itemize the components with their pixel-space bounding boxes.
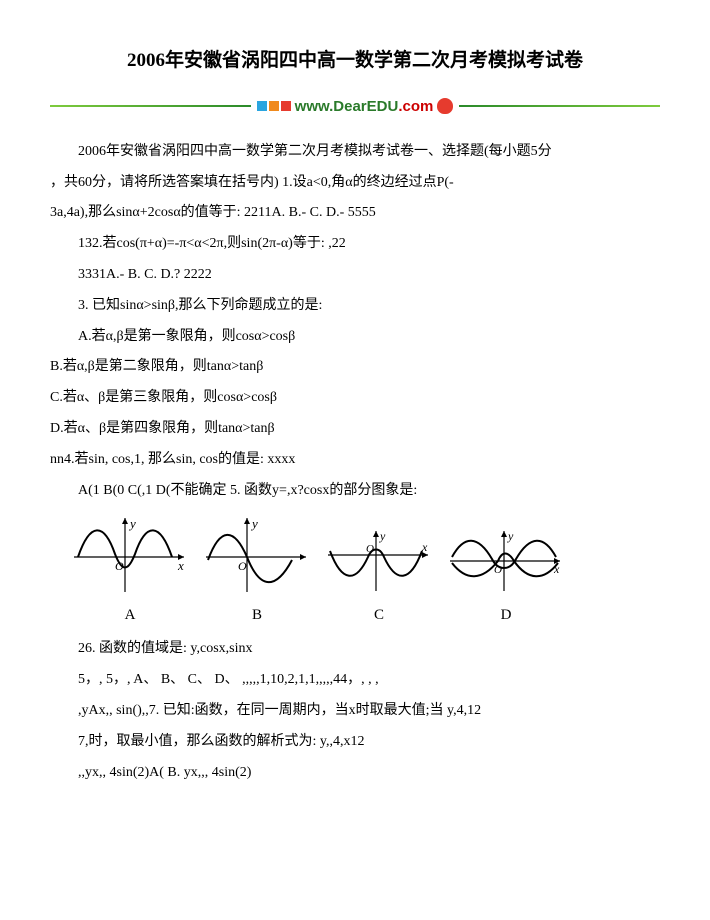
q7-line-3: ,,yx,, 4sin(2)A( B. yx,,, 4sin(2) <box>50 758 660 789</box>
graph-c: y x O C <box>324 525 434 632</box>
q6-options: 5，, 5，, A、 B、 C、 D、 ,,,,,1,10,2,1,1,,,,,… <box>50 665 660 696</box>
svg-text:y: y <box>250 516 258 531</box>
graph-options: y x O A y O B y x O C <box>70 512 660 632</box>
graph-b-svg: y O <box>202 512 312 597</box>
logo-text-main: www.DearEDU <box>295 98 399 115</box>
logo-divider: www.DearEDU.com <box>50 90 660 123</box>
q6-line: 26. 函数的值域是: y,cosx,sinx <box>50 634 660 665</box>
divider-line-right <box>459 105 660 107</box>
logo-square-2 <box>269 101 279 111</box>
q2-line-1: 132.若cos(π+α)=-π<α<2π,则sin(2π-α)等于: ,22 <box>50 229 660 260</box>
q2-line-2: 3331A.- B. C. D.? 2222 <box>50 260 660 291</box>
logo-squares <box>257 101 291 111</box>
logo-square-3 <box>281 101 291 111</box>
graph-d-label: D <box>501 599 512 632</box>
q7-line-2: 7,时，取最小值，那么函数的解析式为: y,,4,x12 <box>50 727 660 758</box>
graph-a: y x O A <box>70 512 190 632</box>
graph-a-svg: y x O <box>70 512 190 597</box>
logo: www.DearEDU.com <box>251 90 460 123</box>
graph-c-svg: y x O <box>324 525 434 597</box>
graph-a-label: A <box>125 599 136 632</box>
q4-line: nn4.若sin, cos,1, 那么sin, cos的值是: xxxx <box>50 445 660 476</box>
apple-icon <box>437 98 453 114</box>
q3-stem: 3. 已知sinα>sinβ,那么下列命题成立的是: <box>50 291 660 322</box>
intro-line-1: 2006年安徽省涡阳四中高一数学第二次月考模拟考试卷一、选择题(每小题5分 <box>50 137 660 168</box>
graph-d-svg: y x O <box>446 525 566 597</box>
q3-option-d: D.若α、β是第四象限角，则tanα>tanβ <box>50 414 660 445</box>
q3-option-a: A.若α,β是第一象限角，则cosα>cosβ <box>50 322 660 353</box>
svg-text:y: y <box>128 516 136 531</box>
page-title: 2006年安徽省涡阳四中高一数学第二次月考模拟考试卷 <box>50 40 660 82</box>
svg-text:y: y <box>507 529 514 543</box>
svg-text:x: x <box>177 558 184 573</box>
svg-text:O: O <box>238 559 247 573</box>
graph-c-label: C <box>374 599 384 632</box>
q3-option-c: C.若α、β是第三象限角，则cosα>cosβ <box>50 383 660 414</box>
logo-text: www.DearEDU.com <box>295 90 434 123</box>
q7-line-1: ,yAx,, sin(),,7. 已知:函数，在同一周期内，当x时取最大值;当 … <box>50 696 660 727</box>
q3-option-b: B.若α,β是第二象限角，则tanα>tanβ <box>50 352 660 383</box>
intro-line-2: ，共60分，请将所选答案填在括号内) 1.设a<0,角α的终边经过点P(- <box>50 168 660 199</box>
graph-d: y x O D <box>446 525 566 632</box>
graph-b-label: B <box>252 599 262 632</box>
logo-square-1 <box>257 101 267 111</box>
q5-line: A(1 B(0 C(,1 D(不能确定 5. 函数y=,x?cosx的部分图象是… <box>50 476 660 507</box>
q1-line: 3a,4a),那么sinα+2cosα的值等于: 2211A. B.- C. D… <box>50 198 660 229</box>
graph-b: y O B <box>202 512 312 632</box>
logo-text-suffix: .com <box>398 98 433 115</box>
svg-text:y: y <box>379 529 386 543</box>
divider-line-left <box>50 105 251 107</box>
